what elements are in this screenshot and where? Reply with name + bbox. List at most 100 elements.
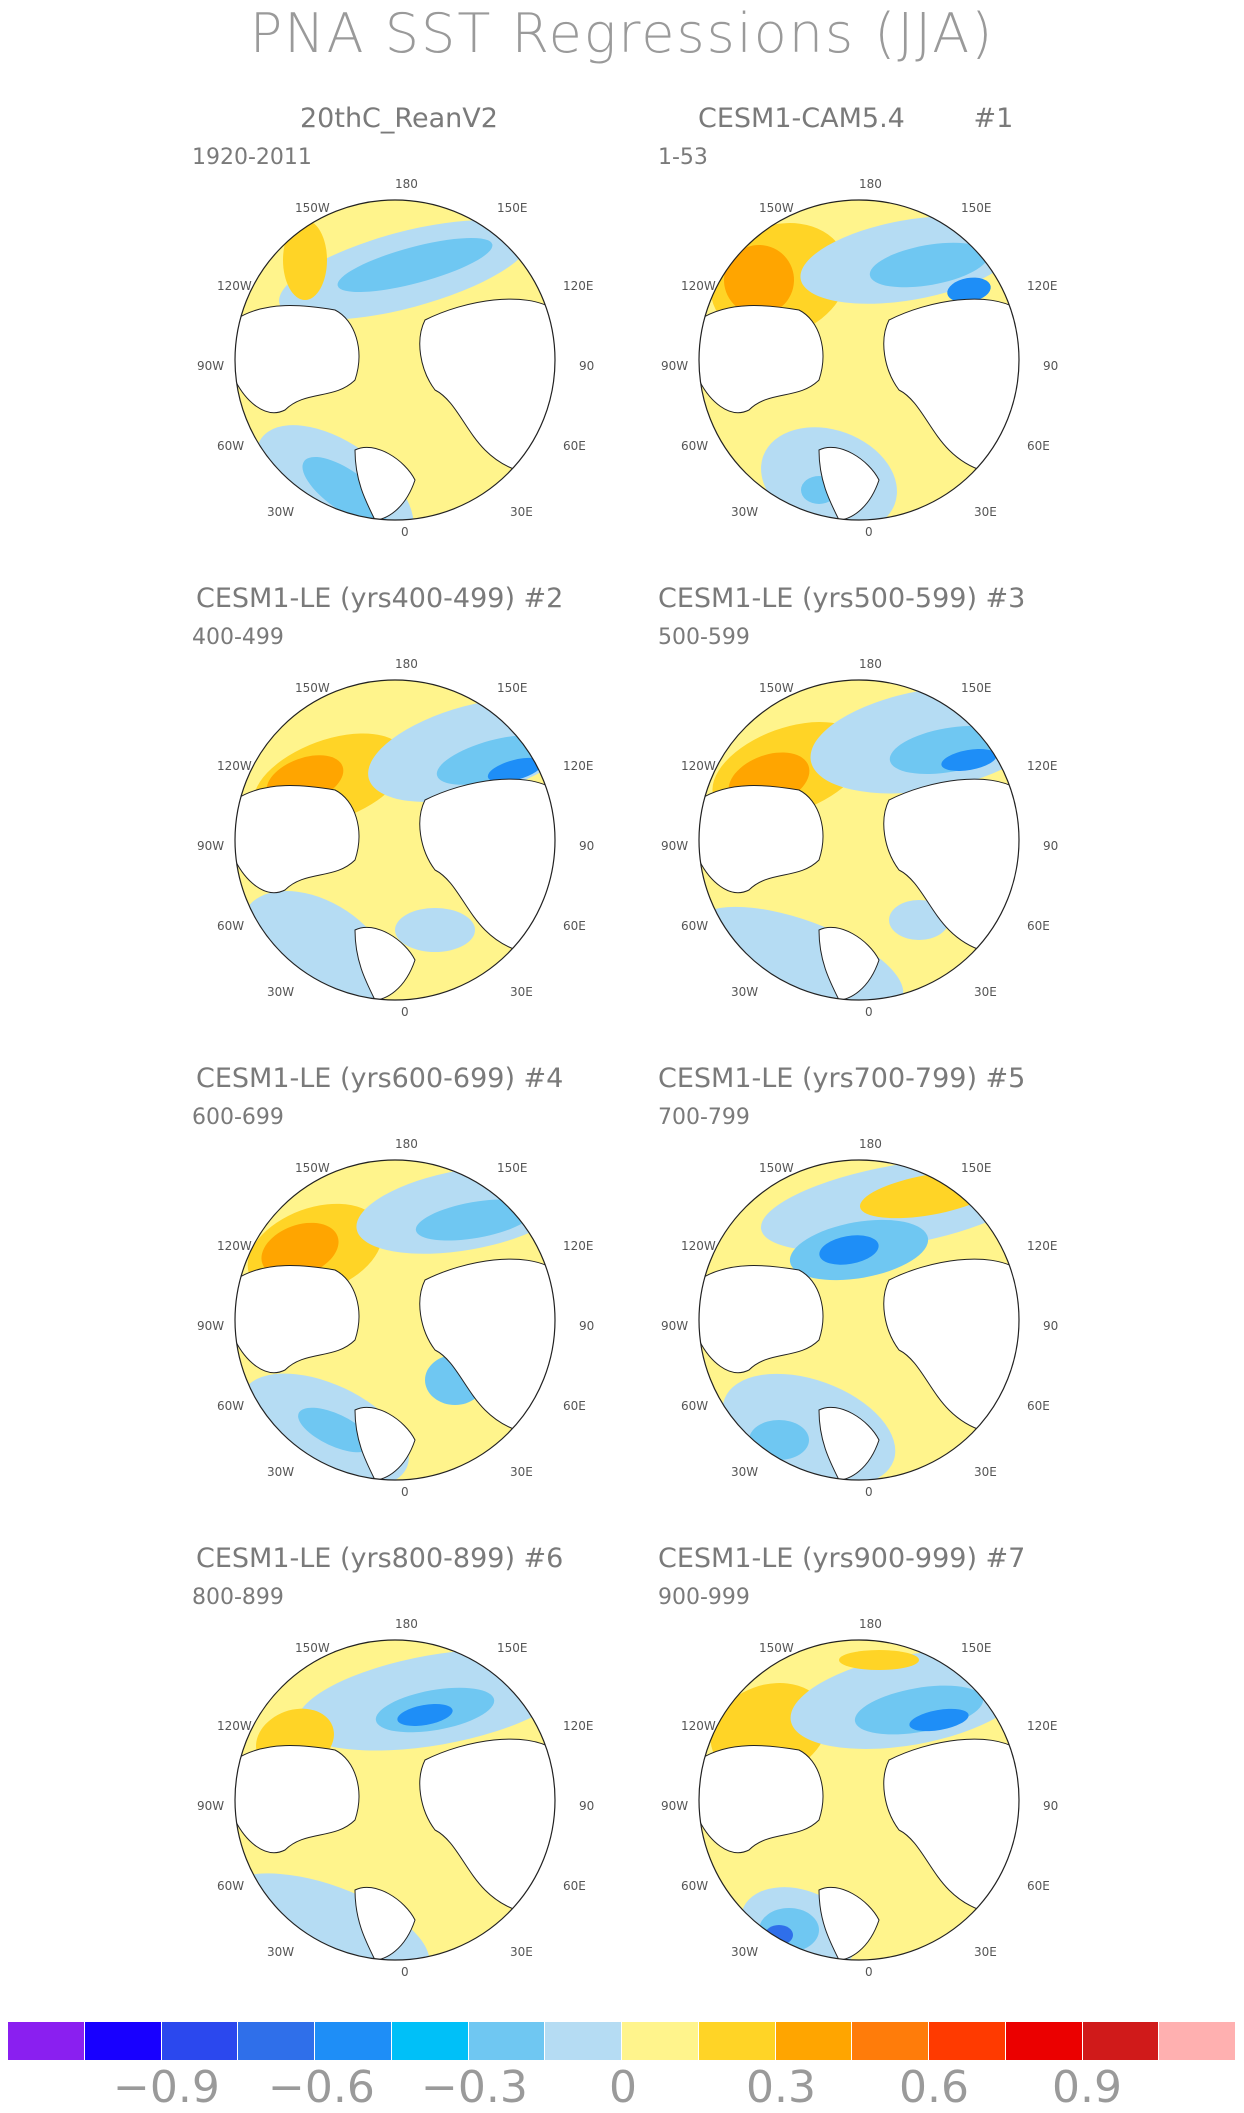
longitude-label-l180: 180: [395, 657, 418, 671]
sst-anomaly-region: [395, 908, 475, 952]
longitude-label-l180: 180: [395, 1617, 418, 1631]
longitude-label-l60e: 60E: [1027, 1399, 1050, 1413]
longitude-label-l30e: 30E: [510, 985, 533, 999]
colorbar-swatch-3: [161, 2022, 239, 2060]
polar-map-panel-3: 180 150W 150E 120W 120E 90W 90E 60W 60E 30W 30E 0: [195, 650, 595, 1050]
longitude-label-l60e: 60E: [563, 439, 586, 453]
panel-period-6: 700-799: [658, 1105, 750, 1130]
panel-period-7: 800-899: [192, 1585, 284, 1610]
polar-map-panel-4: 180 150W 150E 120W 120E 90W 90E 60W 60E 30W 30E 0: [659, 650, 1059, 1050]
longitude-label-l60e: 60E: [563, 1879, 586, 1893]
sst-anomaly-region: [724, 245, 794, 315]
longitude-label-l60w: 60W: [681, 439, 708, 453]
longitude-label-l120e: 120E: [1027, 759, 1058, 773]
map-boundary-circle: [698, 679, 1020, 1001]
map-boundary-circle: [234, 199, 556, 521]
longitude-label-l30e: 30E: [974, 1945, 997, 1959]
longitude-label-l90e: 90E: [579, 839, 595, 853]
sst-anomaly-region: [869, 242, 989, 288]
longitude-label-l150e: 150E: [497, 681, 528, 695]
longitude-label-l90e: 90E: [1043, 359, 1059, 373]
longitude-label-l60w: 60W: [681, 1399, 708, 1413]
longitude-label-l60e: 60E: [563, 1399, 586, 1413]
longitude-label-l0: 0: [865, 525, 873, 539]
land-mass: [419, 1738, 555, 1915]
longitude-label-l150e: 150E: [961, 201, 992, 215]
sst-anomaly-region: [261, 1222, 339, 1278]
map-boundary-circle: [234, 679, 556, 1001]
longitude-label-l90e: 90E: [1043, 1319, 1059, 1333]
longitude-label-l0: 0: [865, 1005, 873, 1019]
sst-anomaly-region: [337, 237, 493, 293]
longitude-label-l60w: 60W: [217, 439, 244, 453]
sst-anomaly-region: [283, 220, 327, 300]
panel-period-8: 900-999: [658, 1585, 750, 1610]
longitude-label-l150e: 150E: [497, 1641, 528, 1655]
sst-anomaly-region: [749, 1420, 809, 1460]
longitude-label-l150w: 150W: [295, 201, 330, 215]
longitude-label-l30e: 30E: [974, 505, 997, 519]
longitude-label-l30e: 30E: [510, 1945, 533, 1959]
longitude-label-l60e: 60E: [1027, 919, 1050, 933]
panel-title-6: CESM1-LE (yrs700-799) #5: [658, 1063, 1026, 1094]
sst-anomaly-region: [839, 1650, 919, 1670]
sst-anomaly-region: [947, 277, 991, 303]
map-boundary-circle: [698, 1159, 1020, 1481]
longitude-label-l0: 0: [401, 1485, 409, 1499]
panel-title-4: CESM1-LE (yrs500-599) #3: [658, 583, 1026, 614]
colorbar-label-neg-0-3: −0.3: [421, 2062, 528, 2113]
polar-map-panel-8: 180 150W 150E 120W 120E 90W 90E 60W 60E 30W 30E 0: [659, 1610, 1059, 2010]
longitude-label-l30w: 30W: [731, 985, 758, 999]
land-mass: [354, 1406, 416, 1480]
longitude-label-l30e: 30E: [974, 985, 997, 999]
colorbar-swatch-5: [315, 2022, 392, 2060]
longitude-label-l30w: 30W: [731, 505, 758, 519]
longitude-label-l30e: 30E: [510, 505, 533, 519]
colorbar-swatch-2: [84, 2022, 162, 2060]
sst-anomaly-region: [397, 1704, 453, 1726]
colorbar-swatch-10: [698, 2022, 776, 2060]
land-mass: [699, 1265, 824, 1374]
land-mass: [699, 1745, 824, 1854]
longitude-label-l30w: 30W: [731, 1945, 758, 1959]
polar-map-panel-2: 180 150W 150E 120W 120E 90W 90E 60W 60E 30W 30E 0: [659, 170, 1059, 570]
longitude-label-l120e: 120E: [563, 1719, 594, 1733]
land-mass: [818, 1406, 880, 1480]
land-mass: [883, 778, 1019, 955]
longitude-label-l0: 0: [865, 1965, 873, 1979]
colorbar-swatch-9: [622, 2022, 699, 2060]
panel-period-1: 1920-2011: [192, 145, 312, 170]
longitude-label-l150w: 150W: [759, 201, 794, 215]
longitude-label-l90w: 90W: [197, 1799, 224, 1813]
land-mass: [354, 1886, 416, 1960]
colorbar-label-0: 0: [609, 2062, 637, 2113]
colorbar-swatch-8: [545, 2022, 622, 2060]
sst-anomaly-region: [765, 1925, 793, 1945]
longitude-label-l90w: 90W: [661, 1319, 688, 1333]
land-mass: [818, 926, 880, 1000]
longitude-label-l90w: 90W: [197, 839, 224, 853]
longitude-label-l90e: 90E: [1043, 1799, 1059, 1813]
sst-anomaly-region: [302, 456, 388, 520]
longitude-label-l60w: 60W: [217, 919, 244, 933]
colorbar-swatch-12: [852, 2022, 929, 2060]
land-mass: [354, 446, 416, 520]
longitude-label-l180: 180: [859, 657, 882, 671]
map-boundary-circle: [698, 1639, 1020, 1961]
longitude-label-l60w: 60W: [681, 919, 708, 933]
longitude-label-l30e: 30E: [974, 1465, 997, 1479]
longitude-label-l30w: 30W: [267, 1945, 294, 1959]
colorbar-swatch-13: [929, 2022, 1006, 2060]
land-mass: [419, 1258, 555, 1435]
longitude-label-l0: 0: [865, 1485, 873, 1499]
longitude-label-l0: 0: [401, 525, 409, 539]
land-mass: [235, 785, 360, 894]
panel-title-7: CESM1-LE (yrs800-899) #6: [196, 1543, 564, 1574]
longitude-label-l150w: 150W: [295, 1161, 330, 1175]
land-mass: [354, 926, 416, 1000]
longitude-label-l90e: 90E: [579, 359, 595, 373]
polar-map-panel-7: 180 150W 150E 120W 120E 90W 90E 60W 60E 30W 30E 0: [195, 1610, 595, 2010]
panel-title-1: 20thC_ReanV2: [300, 103, 498, 134]
land-mass: [235, 1265, 360, 1374]
land-mass: [419, 298, 555, 475]
